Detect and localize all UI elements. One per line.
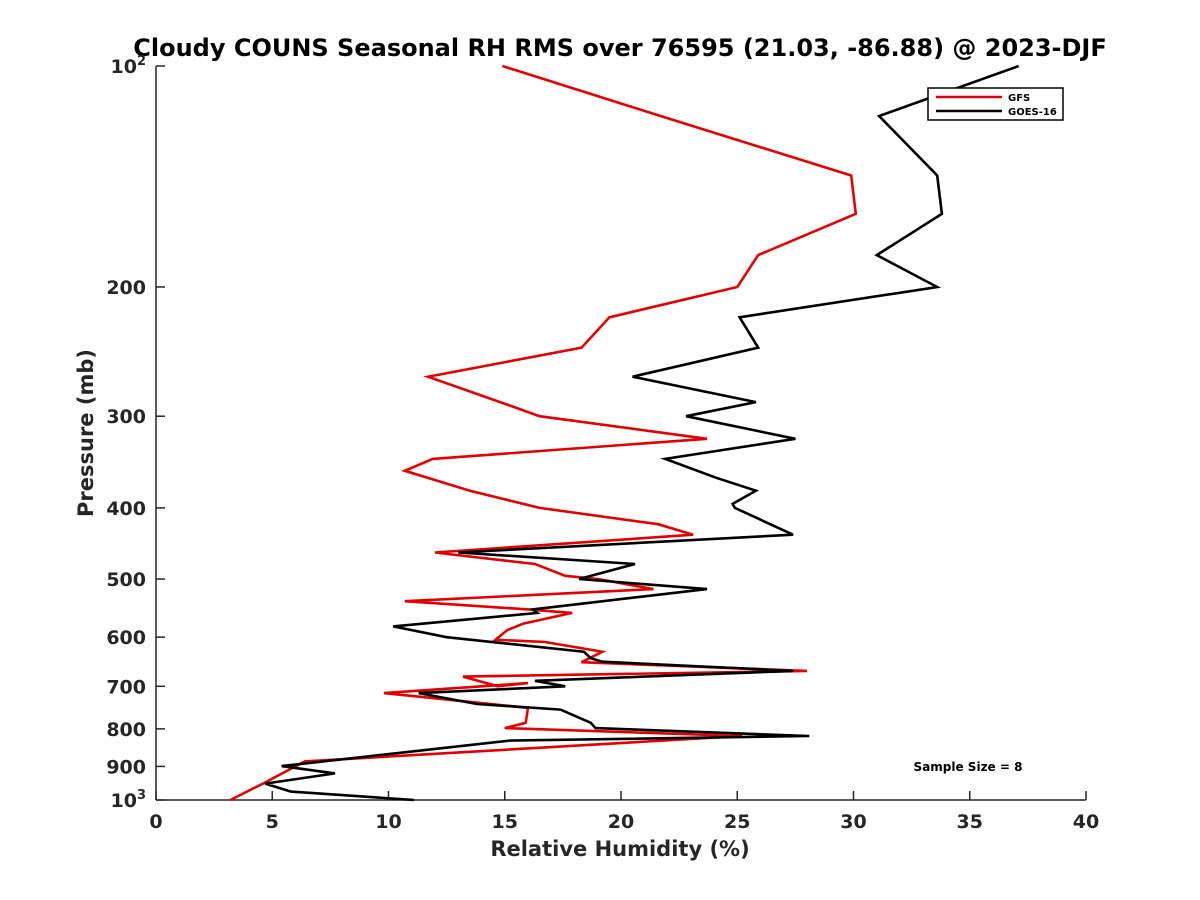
y-tick-label: 900 bbox=[106, 756, 146, 778]
y-tick-label: 300 bbox=[106, 406, 146, 428]
y-tick-label-base: 600 bbox=[106, 627, 146, 649]
x-tick-label: 20 bbox=[608, 811, 634, 833]
sample-size-annotation: Sample Size = 8 bbox=[914, 760, 1023, 774]
x-tick-label: 30 bbox=[840, 811, 866, 833]
plot-area: 0 5 10 15 20 25 30 35 40102200300400500600700800… bbox=[106, 54, 1099, 833]
y-tick-label-base: 500 bbox=[106, 569, 146, 591]
y-tick-label-base: 200 bbox=[106, 277, 146, 299]
legend: GFS GOES-16 bbox=[927, 87, 1064, 121]
y-tick-label-exponent: 2 bbox=[137, 54, 146, 69]
y-tick-label-base: 400 bbox=[106, 498, 146, 520]
y-tick-label: 600 bbox=[106, 627, 146, 649]
legend-label: GOES-16 bbox=[1008, 107, 1057, 118]
y-tick-label-base: 10 bbox=[111, 56, 137, 78]
y-tick-label: 700 bbox=[106, 676, 146, 698]
y-tick-label-base: 900 bbox=[106, 756, 146, 778]
x-tick-label: 5 bbox=[266, 811, 279, 833]
y-tick-label-base: 700 bbox=[106, 676, 146, 698]
y-tick-label: 200 bbox=[106, 277, 146, 299]
legend-label: GFS bbox=[1008, 93, 1030, 104]
y-tick-label-base: 10 bbox=[111, 790, 137, 812]
y-tick-label: 800 bbox=[106, 719, 146, 741]
x-tick-label: 10 bbox=[375, 811, 401, 833]
y-tick-label: 400 bbox=[106, 498, 146, 520]
series-line-goes-16 bbox=[264, 64, 1020, 802]
x-tick-label: 40 bbox=[1073, 811, 1099, 833]
y-tick-label: 103 bbox=[111, 788, 147, 812]
chart-title: Cloudy COUNS Seasonal RH RMS over 76595 … bbox=[133, 34, 1107, 62]
y-tick-label: 500 bbox=[106, 569, 146, 591]
x-tick-label: 0 bbox=[149, 811, 162, 833]
y-tick-label-exponent: 3 bbox=[137, 788, 146, 803]
y-axis-label: Pressure (mb) bbox=[74, 349, 98, 517]
x-tick-label: 35 bbox=[957, 811, 983, 833]
x-tick-label: 25 bbox=[724, 811, 750, 833]
y-tick-label-base: 300 bbox=[106, 406, 146, 428]
legend-box bbox=[927, 87, 1064, 121]
x-tick-label: 15 bbox=[492, 811, 518, 833]
series-line-gfs bbox=[229, 64, 858, 802]
x-axis-label: Relative Humidity (%) bbox=[490, 837, 749, 861]
y-tick-label-base: 800 bbox=[106, 719, 146, 741]
y-tick-label: 102 bbox=[111, 54, 147, 78]
